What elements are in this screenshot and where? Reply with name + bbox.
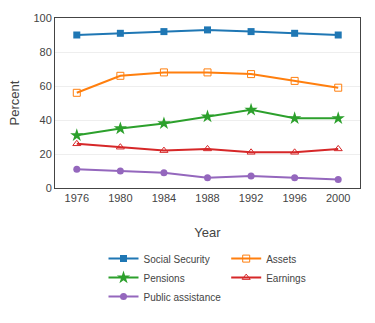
svg-text:20: 20: [40, 148, 52, 160]
svg-text:Public assistance: Public assistance: [144, 292, 222, 303]
svg-text:Pensions: Pensions: [144, 273, 185, 284]
svg-text:1992: 1992: [239, 192, 263, 204]
svg-text:Earnings: Earnings: [266, 273, 305, 284]
svg-text:Social Security: Social Security: [144, 254, 210, 265]
svg-text:1988: 1988: [195, 192, 219, 204]
svg-text:1980: 1980: [108, 192, 132, 204]
svg-text:1976: 1976: [65, 192, 89, 204]
svg-text:100: 100: [33, 12, 51, 24]
svg-text:Year: Year: [194, 225, 221, 240]
svg-text:Percent: Percent: [7, 80, 22, 125]
svg-text:1984: 1984: [152, 192, 176, 204]
svg-text:0: 0: [46, 182, 52, 194]
svg-text:40: 40: [40, 114, 52, 126]
svg-text:1996: 1996: [282, 192, 306, 204]
svg-text:Assets: Assets: [266, 254, 296, 265]
svg-text:2000: 2000: [326, 192, 350, 204]
svg-text:80: 80: [40, 46, 52, 58]
svg-text:60: 60: [40, 80, 52, 92]
